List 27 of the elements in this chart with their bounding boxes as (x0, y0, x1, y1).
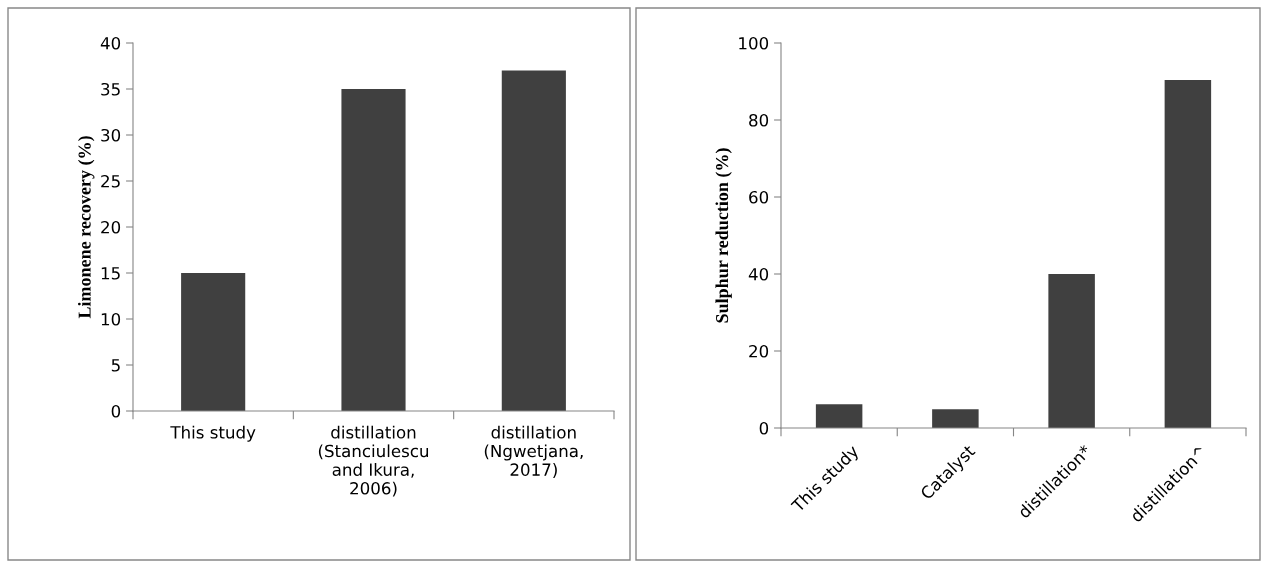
y-tick-label: 5 (111, 359, 120, 372)
x-tick-label: distillation (Ngwetjana, 2017) (484, 425, 583, 478)
y-tick-label: 0 (111, 404, 121, 418)
y-tick-label: 40 (748, 267, 769, 281)
bar (1164, 79, 1212, 428)
y-tick-label: 10 (101, 312, 121, 326)
y-axis-title: Sulphur reduction (%) (715, 148, 732, 323)
y-tick-label: 40 (100, 36, 121, 50)
y-tick-label: 25 (101, 174, 120, 188)
bar (501, 70, 566, 411)
y-tick-label: 30 (101, 128, 121, 142)
y-tick-label: 0 (759, 421, 769, 435)
bar (341, 89, 406, 411)
y-tick-label: 20 (101, 220, 121, 234)
y-axis-title: Limonene recovery (%) (78, 136, 95, 319)
y-tick-label: 80 (749, 113, 769, 127)
bar (1048, 274, 1095, 428)
x-tick-label: distillation (Stanciulescu and Ikura, 2006) (318, 425, 429, 497)
bar (181, 273, 246, 411)
y-tick-label: 60 (749, 190, 769, 204)
y-tick-label: 35 (101, 82, 120, 96)
y-tick-label: 20 (749, 344, 769, 358)
bar (932, 409, 979, 428)
bar (815, 404, 863, 428)
x-tick-label: This study (170, 425, 256, 442)
y-tick-label: 15 (101, 267, 120, 280)
y-tick-label: 100 (739, 36, 769, 50)
